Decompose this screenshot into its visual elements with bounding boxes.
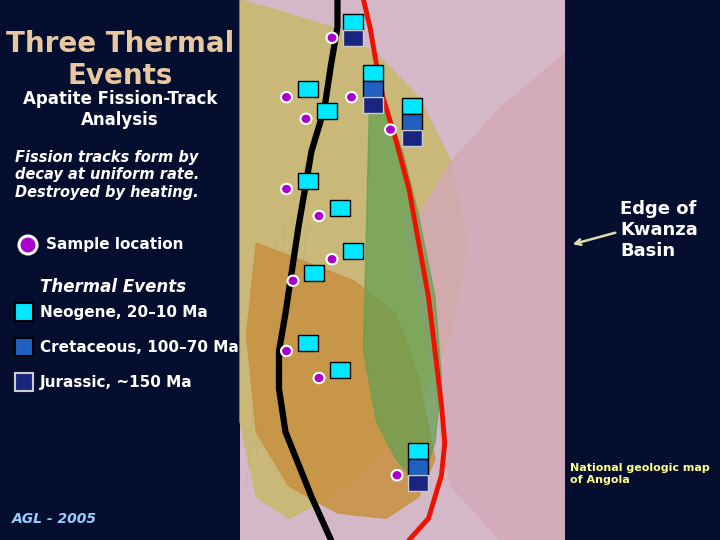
- Polygon shape: [402, 54, 565, 540]
- Bar: [240, 0, 565, 540]
- Bar: [402, 113, 421, 130]
- Bar: [343, 30, 363, 46]
- Text: Thermal Events: Thermal Events: [40, 278, 186, 296]
- Bar: [343, 243, 363, 259]
- Ellipse shape: [346, 92, 357, 103]
- Text: Jurassic, ~150 Ma: Jurassic, ~150 Ma: [40, 375, 193, 389]
- Text: Apatite Fission-Track
Analysis: Apatite Fission-Track Analysis: [23, 90, 217, 129]
- Circle shape: [19, 236, 37, 254]
- Bar: [304, 265, 324, 281]
- Ellipse shape: [385, 124, 396, 135]
- Bar: [0, 0, 240, 540]
- Polygon shape: [246, 243, 435, 518]
- Ellipse shape: [281, 184, 292, 194]
- Ellipse shape: [313, 211, 325, 221]
- Text: Three Thermal
Events: Three Thermal Events: [6, 30, 234, 90]
- Bar: [317, 103, 337, 119]
- Ellipse shape: [281, 346, 292, 356]
- Ellipse shape: [287, 275, 299, 286]
- Text: Sample location: Sample location: [46, 238, 184, 253]
- Bar: [330, 200, 350, 216]
- Text: Neogene, 20–10 Ma: Neogene, 20–10 Ma: [40, 305, 208, 320]
- Bar: [408, 443, 428, 459]
- Bar: [408, 475, 428, 491]
- Ellipse shape: [326, 254, 338, 265]
- Bar: [297, 335, 318, 351]
- Ellipse shape: [313, 373, 325, 383]
- Bar: [565, 0, 720, 540]
- Text: Cretaceous, 100–70 Ma: Cretaceous, 100–70 Ma: [40, 340, 239, 354]
- Polygon shape: [364, 81, 441, 486]
- Bar: [362, 65, 382, 81]
- Bar: [330, 362, 350, 378]
- Bar: [402, 98, 421, 113]
- Text: National geologic map
of Angola: National geologic map of Angola: [570, 463, 710, 485]
- Ellipse shape: [281, 92, 292, 103]
- Bar: [15, 338, 33, 356]
- Text: Edge of
Kwanza
Basin: Edge of Kwanza Basin: [620, 200, 698, 260]
- Bar: [402, 130, 421, 146]
- Ellipse shape: [300, 113, 312, 124]
- Polygon shape: [240, 0, 467, 518]
- Bar: [408, 459, 428, 475]
- Text: AGL - 2005: AGL - 2005: [12, 512, 97, 526]
- Ellipse shape: [392, 470, 402, 481]
- Text: Fission tracks form by
decay at uniform rate.
Destroyed by heating.: Fission tracks form by decay at uniform …: [15, 150, 199, 200]
- Bar: [297, 81, 318, 97]
- Bar: [362, 97, 382, 113]
- Bar: [343, 14, 363, 30]
- Bar: [15, 303, 33, 321]
- Bar: [297, 173, 318, 189]
- Ellipse shape: [326, 32, 338, 43]
- Bar: [15, 373, 33, 391]
- Bar: [362, 81, 382, 97]
